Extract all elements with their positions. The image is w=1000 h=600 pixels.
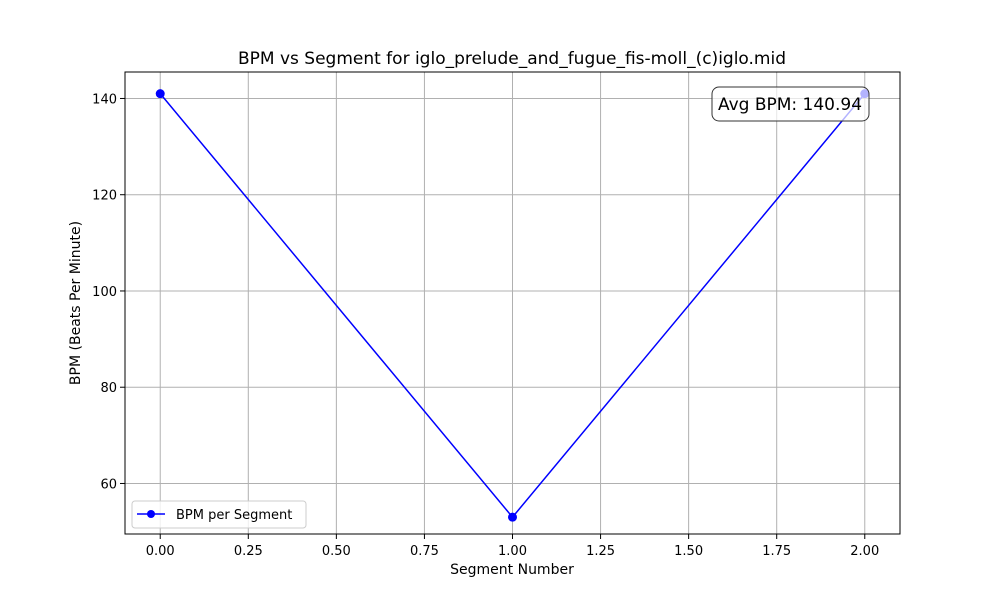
x-tick-label: 1.75: [762, 544, 791, 559]
legend-box: [131, 500, 307, 529]
annotation-text: Avg BPM: 140.94: [718, 95, 862, 115]
x-tick-label: 0.25: [234, 544, 263, 559]
x-tick-label: 0.00: [146, 544, 175, 559]
avg-bpm-annotation: Avg BPM: 140.94: [711, 86, 870, 122]
data-point: [155, 89, 165, 99]
axis-ticks: 0.00 0.25 0.50 0.75 1.00 1.25 1.50 1.75 2.00 60 80…: [92, 92, 879, 559]
grid-lines: [125, 72, 900, 534]
y-axis-label: BPM (Beats Per Minute): [68, 221, 84, 385]
data-point: [508, 512, 517, 522]
x-tick-label: 1.25: [586, 544, 615, 559]
x-tick-label: 1.50: [674, 544, 703, 559]
legend: BPM per Segment: [131, 500, 307, 529]
chart-title: BPM vs Segment for iglo_prelude_and_fugu…: [238, 49, 786, 69]
y-tick-label: 120: [92, 189, 117, 204]
y-tick-label: 60: [100, 477, 117, 492]
annotation-box: [711, 86, 870, 122]
y-tick-label: 100: [92, 285, 117, 300]
x-tick-label: 2.00: [850, 544, 879, 559]
legend-marker-swatch: [147, 510, 155, 518]
y-tick-label: 80: [100, 381, 117, 396]
x-tick-label: 1.00: [498, 544, 527, 559]
legend-label: BPM per Segment: [176, 508, 292, 523]
x-axis-label: Segment Number: [450, 562, 574, 578]
x-tick-label: 0.75: [410, 544, 439, 559]
y-tick-label: 140: [92, 92, 117, 107]
x-tick-label: 0.50: [322, 544, 351, 559]
